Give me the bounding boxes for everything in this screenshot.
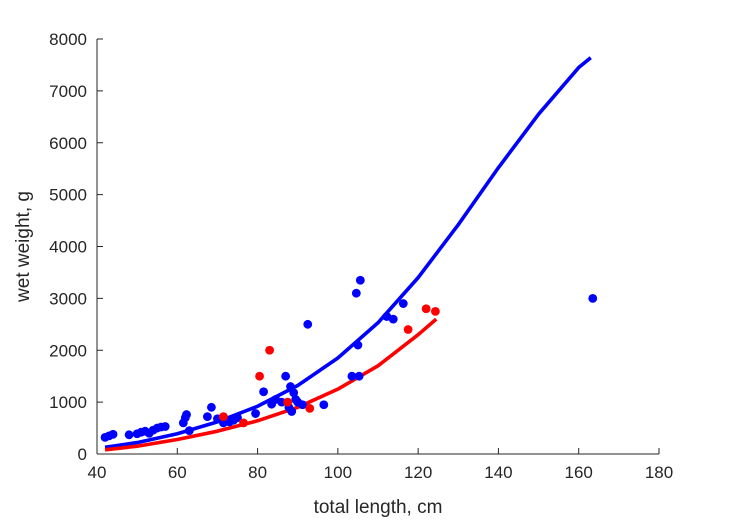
data-point-blue [347, 371, 357, 381]
data-point-blue [303, 319, 313, 329]
data-point-blue [354, 371, 364, 381]
series-layer [100, 56, 598, 452]
data-point-blue [251, 409, 260, 418]
y-tick-label: 0 [78, 445, 87, 464]
y-tick-label: 1000 [49, 393, 87, 412]
data-point-blue [351, 288, 361, 298]
data-point-red [305, 403, 315, 413]
data-point-blue [207, 402, 216, 412]
y-tick-label: 7000 [49, 82, 87, 101]
data-point-red [219, 412, 228, 422]
x-tick-label: 180 [645, 463, 673, 482]
data-point-blue [184, 426, 194, 436]
x-tick-label: 160 [565, 463, 593, 482]
data-point-blue [277, 397, 287, 407]
x-tick-label: 120 [404, 463, 432, 482]
data-point-red [265, 345, 275, 355]
data-point-blue [398, 299, 408, 308]
data-point-blue [319, 400, 329, 410]
data-point-blue [233, 413, 242, 423]
fit-line-blue [104, 56, 592, 450]
x-tick-label: 80 [248, 463, 267, 482]
data-point-red [421, 304, 431, 314]
data-point-red [431, 306, 440, 316]
y-tick-label: 8000 [49, 30, 87, 49]
data-point-blue [353, 340, 363, 350]
data-point-blue [160, 422, 170, 431]
y-axis-title: wet weight, g [13, 191, 34, 303]
fit-line-red [104, 317, 438, 452]
x-tick-label: 40 [88, 463, 107, 482]
data-point-blue [202, 412, 212, 422]
y-tick-label: 5000 [49, 186, 87, 205]
data-point-red [239, 418, 248, 428]
data-point-blue [355, 275, 365, 285]
x-axis-title: total length, cm [314, 497, 443, 518]
x-tick-label: 100 [324, 463, 352, 482]
data-point-blue [259, 387, 268, 397]
data-point-blue [281, 371, 291, 381]
data-point-blue [108, 429, 118, 439]
data-point-blue [182, 410, 191, 419]
y-tick-label: 4000 [49, 238, 87, 257]
data-point-red [403, 325, 413, 334]
y-tick-label: 3000 [49, 289, 87, 308]
y-tick-label: 2000 [49, 341, 87, 360]
data-point-red [255, 371, 264, 381]
x-tick-label: 140 [484, 463, 512, 482]
data-point-blue [287, 407, 297, 416]
y-tick-label: 6000 [49, 134, 87, 153]
data-point-blue [289, 388, 299, 398]
x-tick-label: 60 [168, 463, 187, 482]
data-point-red [283, 397, 293, 407]
data-point-blue [298, 400, 307, 410]
data-point-blue [124, 430, 134, 440]
axes-layer: 40 60 80 100 120 140 160 180 0 1000 2000 3000 4000 50… [49, 30, 673, 482]
data-point-blue [588, 293, 598, 303]
data-point-blue [388, 314, 398, 324]
